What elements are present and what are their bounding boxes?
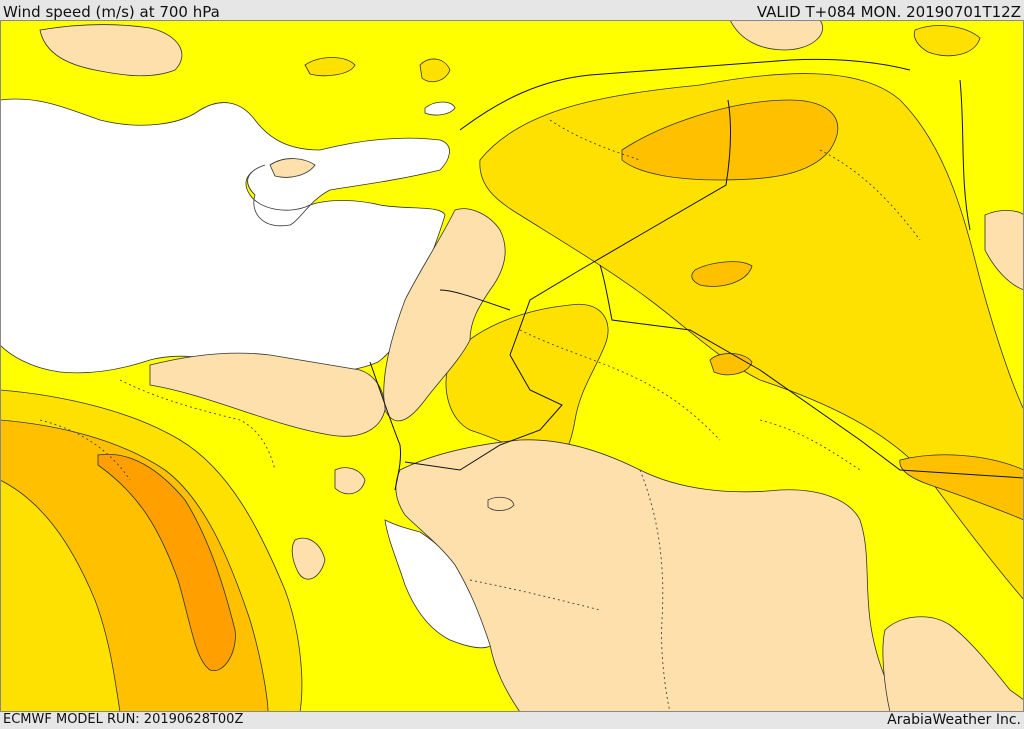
wind-zone-lowest-blob-2 [487,496,515,511]
wind-zone-lowest-arabia [395,439,901,712]
wind-zone-highest-southwest [97,453,236,672]
wind-zone-mid-blob-3 [913,25,981,57]
model-run-label: ECMWF MODEL RUN: 20190628T00Z [3,712,244,727]
wind-zone-lowest-north-east [729,20,823,51]
wind-zone-mid-northeast [479,73,1024,601]
mediterranean-sea [0,98,450,377]
wind-zone-lowest-cyprus [269,158,316,178]
wind-zone-mid-blob-1 [304,57,356,77]
wind-zone-lowest-sinai [149,352,386,437]
wind-speed-map[interactable] [0,20,1024,712]
wind-zone-lowest-iran [984,210,1024,291]
wind-zone-high-iraq-small [691,261,753,287]
wind-zone-high-gulf [899,454,1024,521]
map-header: Wind speed (m/s) at 700 hPa VALID T+084 … [0,0,1024,21]
wind-zone-lowest-southeast [882,616,1024,712]
credit-label: ArabiaWeather Inc. [887,712,1021,728]
wind-zone-lowest-blob-3 [291,537,326,580]
wind-zone-mid-blob-2 [419,58,451,83]
internal-boundaries [39,119,921,712]
wind-zone-lowest-blob-1 [334,467,366,495]
lake-north [424,101,456,116]
wind-zone-mid-jordan [445,303,609,463]
wind-zone-high-iraq-south [709,353,753,376]
wind-zone-lowest-anatolia [39,24,183,77]
wind-zone-high-northeast [621,99,839,181]
map-title: Wind speed (m/s) at 700 hPa [3,3,220,21]
national-borders [369,58,1024,491]
valid-time-label: VALID T+084 MON. 20190701T12Z [756,3,1021,21]
map-footer: ECMWF MODEL RUN: 20190628T00Z ArabiaWeat… [0,712,1024,729]
